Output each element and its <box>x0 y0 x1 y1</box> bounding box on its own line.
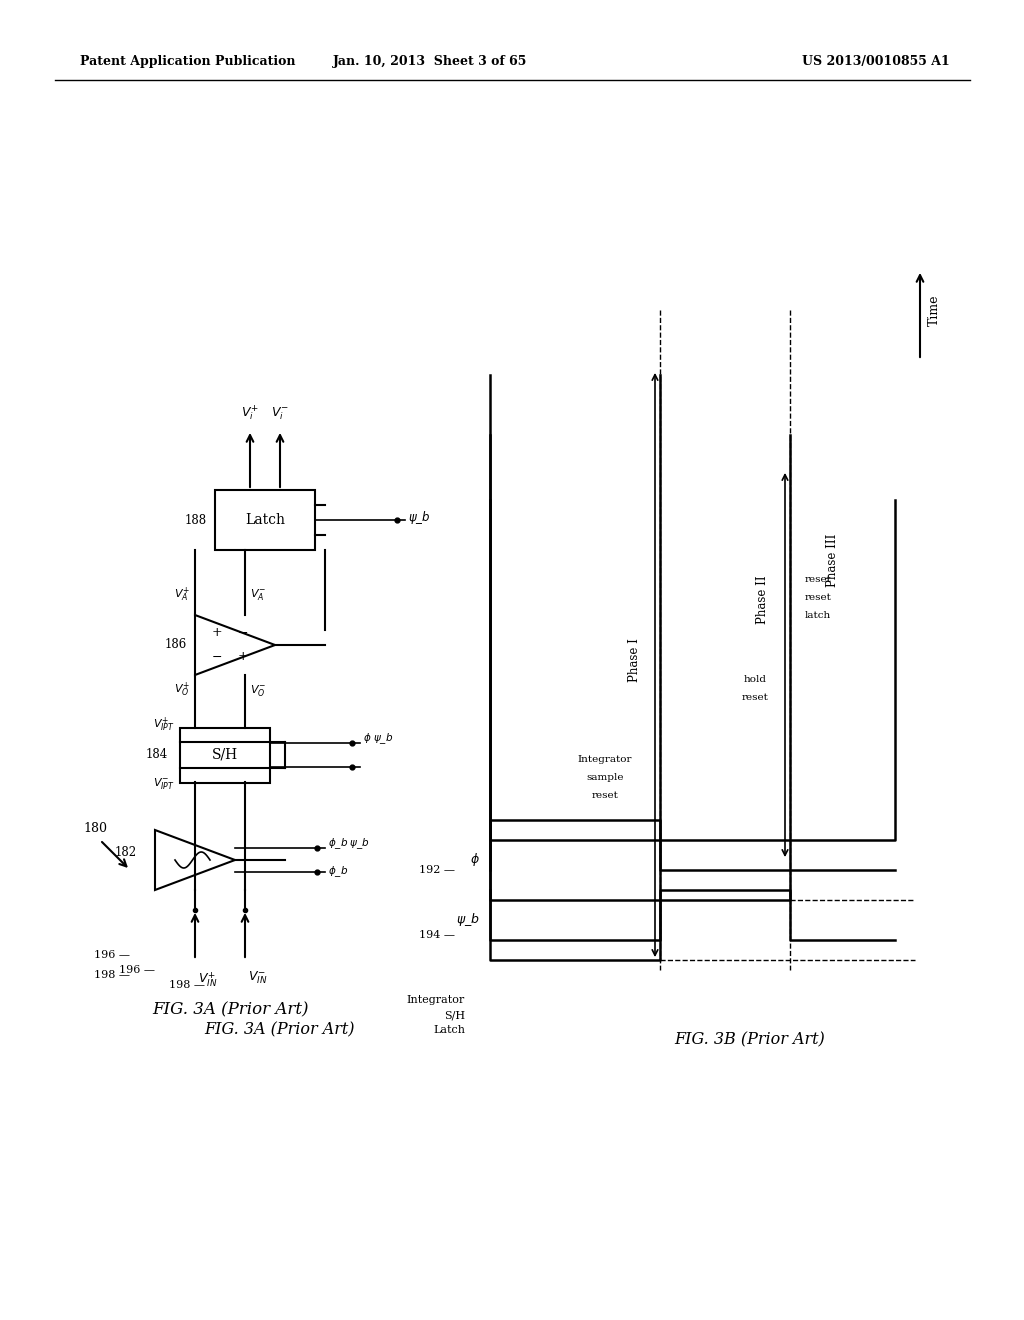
Text: US 2013/0010855 A1: US 2013/0010855 A1 <box>802 55 950 69</box>
Text: S/H: S/H <box>443 1010 465 1020</box>
Text: sample: sample <box>587 774 624 783</box>
Text: 194 —: 194 — <box>419 931 455 940</box>
Text: FIG. 3A (Prior Art): FIG. 3A (Prior Art) <box>152 1002 308 1019</box>
Text: +: + <box>238 651 248 664</box>
Text: 184: 184 <box>145 748 168 762</box>
Text: Patent Application Publication: Patent Application Publication <box>80 55 296 69</box>
Text: $V_A^{+}$: $V_A^{+}$ <box>174 586 190 605</box>
Text: FIG. 3A (Prior Art): FIG. 3A (Prior Art) <box>205 1022 355 1039</box>
Text: hold: hold <box>743 676 767 685</box>
Text: reset: reset <box>592 792 618 800</box>
Text: $\phi$ $\psi\_b$: $\phi$ $\psi\_b$ <box>362 731 393 746</box>
Text: $\psi\_b$: $\psi\_b$ <box>408 508 430 525</box>
Text: $V_{IN}^{-}$: $V_{IN}^{-}$ <box>248 970 267 986</box>
Text: 196 —: 196 — <box>94 950 130 960</box>
Text: Latch: Latch <box>245 513 285 527</box>
Text: −: − <box>238 627 248 639</box>
Text: reset: reset <box>741 693 768 702</box>
Text: $V_i^{+}$: $V_i^{+}$ <box>241 403 259 422</box>
Text: Jan. 10, 2013  Sheet 3 of 65: Jan. 10, 2013 Sheet 3 of 65 <box>333 55 527 69</box>
Text: $V_{IPT}^{+}$: $V_{IPT}^{+}$ <box>154 715 175 734</box>
Text: +: + <box>212 627 222 639</box>
Text: Time: Time <box>928 294 941 326</box>
Text: Latch: Latch <box>433 1026 465 1035</box>
Text: $V_O^{-}$: $V_O^{-}$ <box>250 682 266 697</box>
Text: reset: reset <box>805 576 831 585</box>
Text: 198 —: 198 — <box>169 979 205 990</box>
Text: $\phi$: $\phi$ <box>470 851 480 869</box>
Text: Phase II: Phase II <box>756 576 768 624</box>
Text: $V_i^{-}$: $V_i^{-}$ <box>271 405 289 422</box>
Text: Phase I: Phase I <box>629 638 641 682</box>
Text: $V_O^{+}$: $V_O^{+}$ <box>174 681 190 700</box>
Text: $\phi\_b$ $\psi\_b$: $\phi\_b$ $\psi\_b$ <box>328 837 370 851</box>
Text: $V_A^{-}$: $V_A^{-}$ <box>250 587 266 602</box>
Text: Integrator: Integrator <box>578 755 632 764</box>
Text: $\phi\_b$: $\phi\_b$ <box>328 865 348 879</box>
Text: 192 —: 192 — <box>419 865 455 875</box>
Text: 186: 186 <box>165 639 187 652</box>
Text: $V_{IN}^{+}$: $V_{IN}^{+}$ <box>198 970 217 989</box>
Text: $V_{IPT}^{-}$: $V_{IPT}^{-}$ <box>154 776 175 791</box>
Text: 196 —: 196 — <box>119 965 155 975</box>
Text: reset: reset <box>805 594 831 602</box>
Text: Phase III: Phase III <box>825 533 839 586</box>
Text: Integrator: Integrator <box>407 995 465 1005</box>
Text: S/H: S/H <box>212 748 238 762</box>
Text: FIG. 3B (Prior Art): FIG. 3B (Prior Art) <box>675 1031 825 1048</box>
Text: 180: 180 <box>83 822 106 836</box>
Text: $\psi\_b$: $\psi\_b$ <box>456 912 480 928</box>
Text: 188: 188 <box>185 513 207 527</box>
Text: 198 —: 198 — <box>94 970 130 979</box>
Text: latch: latch <box>805 611 831 620</box>
Text: −: − <box>212 651 222 664</box>
Text: 182: 182 <box>115 846 137 858</box>
